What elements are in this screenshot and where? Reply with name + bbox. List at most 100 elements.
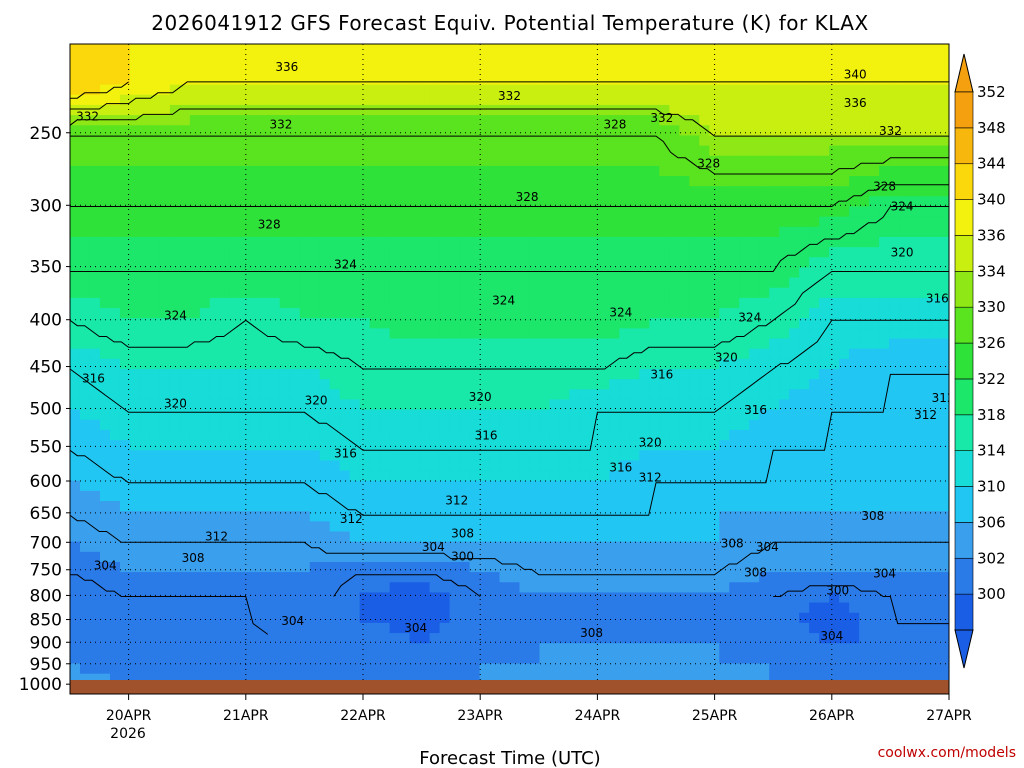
heatmap-cell [379,328,391,340]
heatmap-cell [929,196,940,208]
heatmap-cell [539,44,551,55]
heatmap-cell [819,511,830,522]
heatmap-cell [899,247,910,258]
heatmap-cell [449,572,461,583]
heatmap-cell [899,267,910,279]
heatmap-cell [929,582,940,594]
heatmap-cell [699,521,710,533]
heatmap-cell [689,612,700,624]
heatmap-cell [399,460,411,472]
heatmap-cell [809,236,820,248]
heatmap-cell [829,287,840,299]
heatmap-cell [919,399,930,411]
heatmap-cell [639,287,650,299]
heatmap-cell [129,531,141,543]
heatmap-cell [529,308,541,319]
heatmap-cell [519,226,531,238]
heatmap-cell [639,429,650,441]
heatmap-cell [829,145,840,157]
heatmap-cell [139,612,151,624]
heatmap-cell [459,226,471,238]
heatmap-cell [919,186,930,197]
heatmap-cell [689,165,700,177]
heatmap-cell [149,145,161,157]
heatmap-cell [429,450,441,462]
heatmap-cell [79,176,91,187]
heatmap-cell [399,308,411,319]
heatmap-cell [409,338,421,350]
heatmap-cell [829,379,840,390]
heatmap-cell [749,440,760,451]
heatmap-cell [139,165,151,177]
heatmap-cell [379,104,391,116]
heatmap-cell [249,54,261,65]
heatmap-cell [249,399,261,411]
heatmap-cell [579,145,591,157]
heatmap-cell [679,247,690,258]
heatmap-cell [439,369,451,380]
heatmap-cell [559,612,571,624]
heatmap-cell [479,236,491,248]
heatmap-cell [429,135,441,147]
heatmap-cell [929,358,940,370]
heatmap-cell [739,267,750,279]
heatmap-cell [789,602,800,614]
heatmap-cell [189,125,201,137]
heatmap-cell [389,450,401,462]
heatmap-cell [339,165,351,177]
heatmap-cell [129,379,141,390]
heatmap-cell [189,145,201,157]
heatmap-cell [749,490,760,502]
heatmap-cell [239,74,251,86]
heatmap-cell [169,115,181,126]
heatmap-cell [729,369,740,380]
heatmap-cell [729,501,740,512]
heatmap-cell [789,561,800,573]
heatmap-cell [599,358,610,370]
heatmap-cell [939,480,949,492]
heatmap-cell [499,490,511,502]
heatmap-cell [679,257,690,269]
heatmap-cell [849,440,860,451]
heatmap-cell [569,247,581,258]
heatmap-cell [129,602,141,614]
heatmap-cell [879,125,890,137]
heatmap-cell [529,572,541,583]
heatmap-cell [99,358,111,370]
heatmap-cell [849,257,860,269]
heatmap-cell [869,561,880,573]
heatmap-cell [159,501,171,512]
heatmap-cell [239,511,251,522]
heatmap-cell [209,551,221,563]
heatmap-cell [729,480,740,492]
heatmap-cell [809,521,820,533]
heatmap-cell [329,531,341,543]
heatmap-cell [679,94,690,106]
heatmap-cell [259,358,271,370]
heatmap-cell [669,358,680,370]
heatmap-cell [299,348,311,360]
heatmap-cell [459,64,471,76]
heatmap-cell [459,561,471,573]
heatmap-cell [809,531,820,543]
heatmap-cell [839,94,850,106]
heatmap-cell [219,176,231,187]
heatmap-cell [229,145,241,157]
heatmap-cell [939,582,949,594]
heatmap-cell [899,196,910,208]
heatmap-cell [349,531,361,543]
heatmap-cell [589,44,600,55]
heatmap-cell [389,44,401,55]
heatmap-cell [649,602,660,614]
heatmap-cell [889,318,900,329]
heatmap-cell [489,470,501,482]
heatmap-cell [749,602,760,614]
heatmap-cell [269,531,281,543]
heatmap-cell [729,602,740,614]
heatmap-cell [939,267,949,279]
heatmap-cell [369,328,381,340]
heatmap-cell [179,602,191,614]
heatmap-cell [899,226,910,238]
heatmap-cell [359,419,371,431]
heatmap-cell [70,64,81,76]
